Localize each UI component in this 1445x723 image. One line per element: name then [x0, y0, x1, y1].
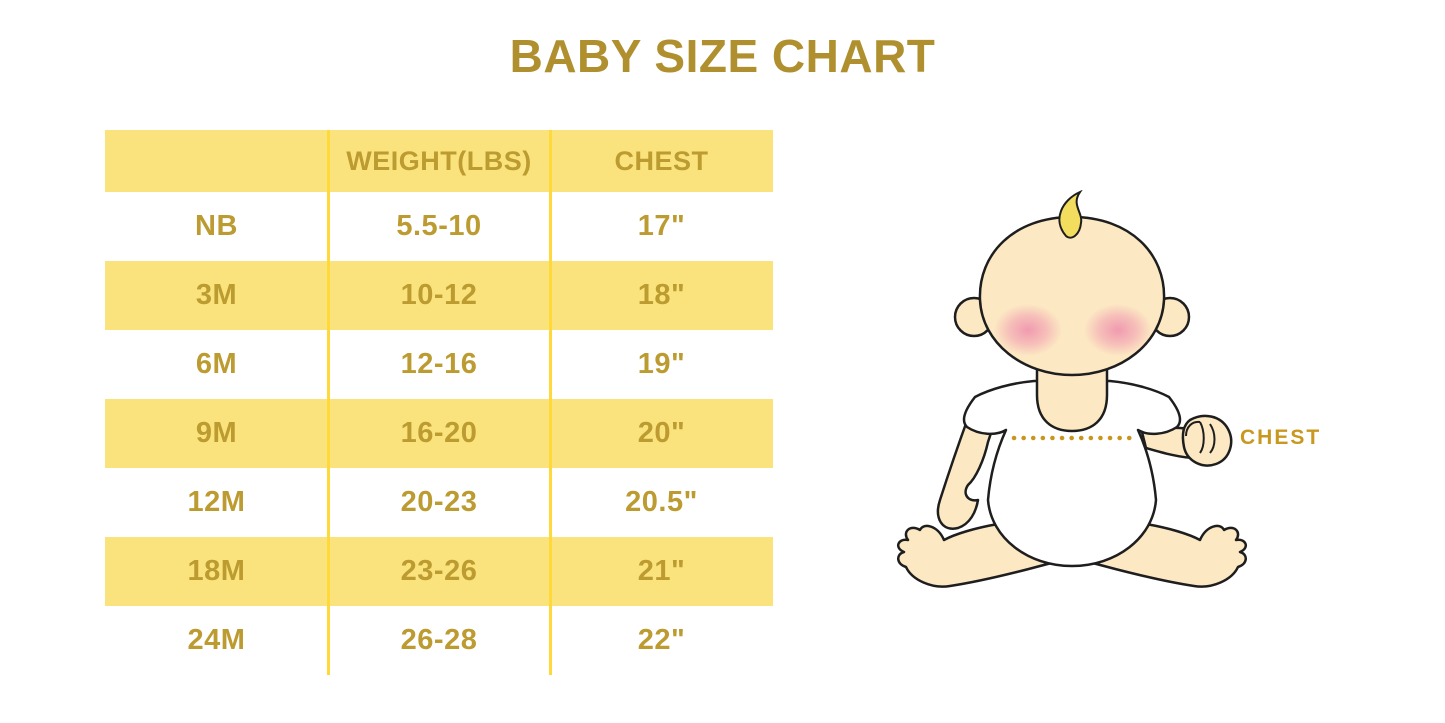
baby-left-cheek-blush — [994, 304, 1062, 356]
table-row: 3M 10-12 18" — [105, 261, 773, 330]
chest-cell: 20" — [637, 417, 686, 449]
size-table: WEIGHT(LBS) CHEST NB 5.5-10 17" 3M 10-12… — [105, 130, 773, 675]
size-cell: 6M — [195, 348, 238, 380]
chest-cell: 18" — [637, 279, 686, 311]
table-row: 24M 26-28 22" — [105, 606, 773, 675]
weight-cell: 16-20 — [400, 417, 478, 449]
table-row: 6M 12-16 19" — [105, 330, 773, 399]
chest-cell: 21" — [637, 555, 686, 587]
chest-cell: 19" — [637, 348, 686, 380]
table-row: NB 5.5-10 17" — [105, 192, 773, 261]
size-cell: 9M — [195, 417, 238, 449]
chest-cell: 17" — [637, 210, 686, 242]
fist-knuckle-line — [1199, 421, 1205, 454]
table-row: 9M 16-20 20" — [105, 399, 773, 468]
table-row: 12M 20-23 20.5" — [105, 468, 773, 537]
weight-cell: 26-28 — [400, 624, 478, 656]
chest-label: CHEST — [1240, 426, 1322, 449]
size-cell: 24M — [187, 624, 246, 656]
header-chest: CHEST — [614, 145, 709, 176]
column-divider — [327, 130, 330, 675]
weight-cell: 12-16 — [400, 348, 478, 380]
weight-cell: 10-12 — [400, 279, 478, 311]
baby-drawing — [896, 189, 1248, 588]
baby-right-fist — [1181, 414, 1233, 467]
size-cell: 18M — [187, 555, 246, 587]
size-cell: NB — [195, 210, 238, 242]
chest-cell: 22" — [637, 624, 686, 656]
page-title: BABY SIZE CHART — [509, 30, 936, 82]
fist-thumb-line — [1185, 420, 1201, 437]
baby-hair-curl — [1058, 189, 1083, 239]
baby-onesie-body — [962, 379, 1182, 568]
baby-right-cheek-blush — [1084, 304, 1152, 356]
weight-cell: 20-23 — [400, 486, 478, 518]
size-cell: 3M — [195, 279, 238, 311]
weight-cell: 23-26 — [400, 555, 478, 587]
table-row: 18M 23-26 21" — [105, 537, 773, 606]
table-header-row: WEIGHT(LBS) CHEST — [105, 130, 773, 192]
baby-left-arm — [936, 416, 994, 530]
size-cell: 12M — [187, 486, 246, 518]
fist-knuckle-line — [1209, 423, 1216, 454]
header-weight: WEIGHT(LBS) — [346, 145, 532, 176]
baby-neck — [1035, 363, 1109, 433]
baby-illustration — [880, 189, 1340, 610]
weight-cell: 5.5-10 — [396, 210, 482, 242]
chest-cell: 20.5" — [625, 486, 698, 518]
column-divider — [549, 130, 552, 675]
